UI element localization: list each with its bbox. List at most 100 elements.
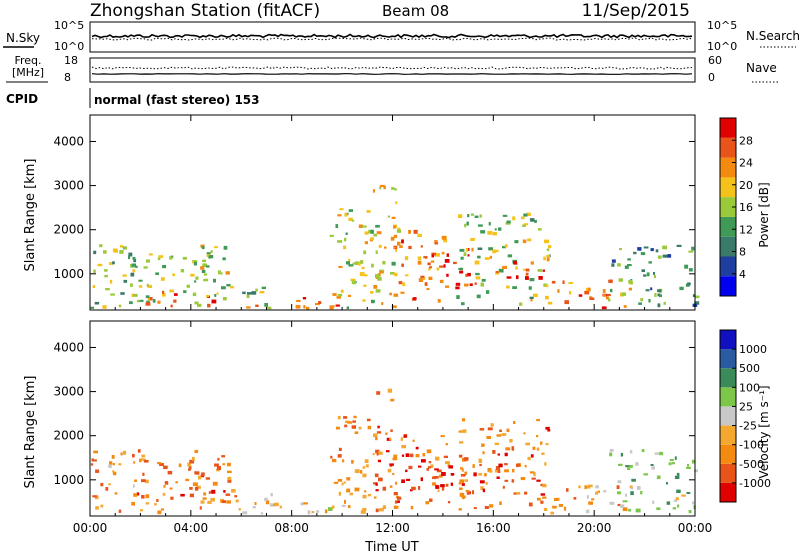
data-cell-7	[405, 469, 408, 473]
colorbar-segment	[720, 444, 736, 464]
data-cell-12	[658, 451, 664, 456]
data-cell-3	[214, 246, 218, 249]
data-cell-5	[344, 424, 348, 428]
x-tick-label: 16:00	[476, 521, 511, 535]
data-cell-6	[345, 232, 348, 235]
data-cell-1	[213, 278, 216, 283]
data-cell-2	[169, 289, 175, 293]
data-cell-5	[338, 447, 342, 451]
data-cell-1	[156, 499, 159, 502]
data-cell-12	[674, 456, 677, 460]
data-cell-10	[474, 215, 479, 218]
data-cell-10	[546, 248, 550, 251]
data-cell-9	[540, 500, 544, 504]
data-cell-5	[343, 416, 348, 419]
data-cell-1	[203, 492, 207, 496]
data-cell-7	[373, 233, 377, 237]
data-cell-1	[220, 272, 223, 275]
data-cell-0	[92, 495, 97, 498]
data-cell-6	[337, 240, 343, 243]
data-cell-1	[199, 506, 202, 510]
data-cell-5	[374, 473, 379, 478]
data-cell-7	[430, 464, 434, 468]
data-cell-6	[370, 229, 374, 234]
data-cell-9	[497, 453, 500, 456]
data-cell-4	[311, 511, 315, 514]
data-cell-2	[201, 472, 205, 477]
data-cell-0	[100, 482, 104, 487]
data-cell-12	[557, 289, 560, 293]
data-cell-7	[406, 478, 411, 481]
data-cell-3	[201, 246, 205, 250]
data-cell-8	[439, 279, 444, 283]
data-cell-6	[363, 284, 367, 287]
data-cell-13	[627, 264, 632, 267]
data-cell-1	[133, 461, 136, 464]
data-cell-1	[189, 487, 193, 490]
data-cell-12	[568, 282, 573, 285]
data-cell-11	[516, 275, 519, 280]
data-cell-9	[540, 441, 543, 445]
data-cell-10	[489, 255, 492, 259]
colorbar-segment	[720, 197, 736, 217]
velocity-colorbar-label: Velocity [m s⁻¹]	[757, 385, 771, 478]
data-cell-1	[216, 292, 219, 295]
data-cell-8	[413, 297, 417, 300]
data-cell-1	[208, 491, 212, 494]
data-cell-1	[226, 500, 231, 504]
data-cell-10	[498, 227, 502, 231]
data-cell-13	[655, 249, 659, 253]
data-cell-11	[595, 491, 598, 495]
data-cell-10	[532, 293, 538, 297]
data-cell-0	[122, 450, 127, 455]
nsearch-label: N.Search	[746, 29, 800, 43]
data-cell-1	[194, 301, 199, 305]
data-cell-6	[376, 453, 379, 456]
data-cell-0	[105, 288, 110, 291]
data-cell-2	[207, 303, 211, 308]
data-cell-3	[234, 495, 238, 498]
data-cell-1	[186, 285, 190, 288]
data-cell-3	[231, 489, 236, 493]
data-cell-7	[410, 505, 414, 510]
data-cell-10	[522, 224, 526, 227]
data-cell-12	[677, 504, 680, 508]
data-cell-9	[459, 441, 464, 444]
data-cell-0	[93, 250, 97, 255]
data-cell-13	[650, 287, 653, 291]
data-cell-2	[206, 294, 210, 298]
data-cell-6	[371, 263, 374, 268]
data-cell-9	[461, 495, 466, 499]
data-cell-7	[426, 449, 432, 454]
data-cell-10	[522, 239, 527, 244]
data-cell-7	[439, 474, 443, 478]
data-cell-0	[112, 248, 118, 252]
data-cell-10	[537, 269, 543, 272]
data-cell-11	[550, 511, 555, 515]
data-cell-3	[202, 263, 208, 268]
freq-tick-bottom: 8	[64, 71, 71, 84]
data-cell-5	[366, 418, 371, 422]
data-cell-12	[640, 490, 643, 495]
data-cell-8	[401, 239, 404, 244]
data-cell-7	[405, 453, 409, 457]
data-cell-8	[464, 471, 468, 475]
data-cell-1	[164, 481, 169, 485]
data-cell-7	[403, 435, 407, 438]
data-cell-11	[538, 276, 543, 280]
data-cell-13	[645, 289, 650, 292]
data-cell-10	[530, 299, 533, 302]
data-cell-0	[94, 301, 100, 305]
data-cell-2	[197, 475, 202, 480]
data-cell-0	[139, 299, 144, 302]
data-cell-12	[620, 452, 623, 457]
data-cell-2	[162, 290, 165, 294]
data-cell-11	[616, 485, 620, 489]
data-cell-6	[362, 225, 367, 228]
data-cell-4	[230, 285, 235, 289]
data-cell-13	[640, 298, 644, 302]
data-cell-12	[617, 480, 622, 484]
data-cell-12	[635, 508, 641, 513]
data-cell-10	[529, 296, 534, 299]
data-cell-1	[195, 276, 199, 280]
